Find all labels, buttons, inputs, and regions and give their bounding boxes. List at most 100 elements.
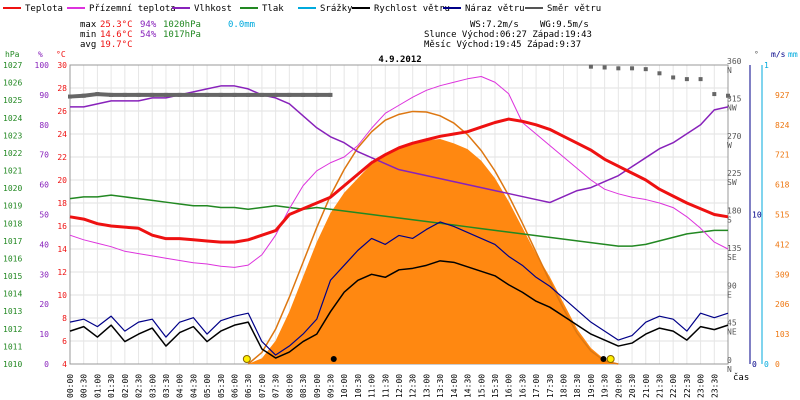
tick-direction-compass: S bbox=[727, 216, 732, 225]
x-tick-label: 14:30 bbox=[464, 374, 473, 398]
wind-direction-point bbox=[328, 92, 333, 97]
axis-unit-wind: m/s bbox=[771, 50, 786, 59]
x-tick-label: 20:00 bbox=[614, 374, 623, 398]
tick-direction-compass: SW bbox=[727, 178, 737, 187]
tick-humidity: 0 bbox=[44, 360, 49, 369]
x-tick-label: 06:30 bbox=[244, 374, 253, 398]
x-tick-label: 21:00 bbox=[642, 374, 651, 398]
x-tick-label: 09:30 bbox=[326, 374, 335, 398]
wind-direction-point bbox=[684, 77, 689, 82]
tick-solar: 721 bbox=[775, 151, 790, 160]
tick-solar: 309 bbox=[775, 270, 790, 279]
tick-direction: 315 bbox=[727, 94, 742, 103]
x-tick-label: 19:30 bbox=[601, 374, 610, 398]
tick-pressure: 1024 bbox=[3, 114, 22, 123]
stat-min-hum: 54% bbox=[140, 30, 157, 40]
legend-item: Teplota bbox=[25, 4, 63, 14]
tick-direction: 135 bbox=[727, 244, 742, 253]
tick-pressure: 1023 bbox=[3, 131, 22, 140]
legend-item: Srážky bbox=[320, 4, 353, 14]
x-tick-label: 02:30 bbox=[135, 374, 144, 398]
legend-item: Tlak bbox=[262, 4, 284, 14]
sunrise-marker bbox=[242, 355, 251, 363]
x-tick-label: 06:00 bbox=[231, 374, 240, 398]
stat-min-label: min bbox=[80, 30, 96, 40]
legend-item: Směr větru bbox=[547, 4, 601, 14]
stat-wg: WG:9.5m/s bbox=[540, 20, 589, 30]
tick-temperature: 20 bbox=[57, 176, 67, 185]
tick-direction: 45 bbox=[727, 319, 737, 328]
tick-rain: 1 bbox=[764, 61, 769, 70]
stat-max-temp: 25.3°C bbox=[100, 20, 133, 30]
wind-direction-segment bbox=[97, 92, 112, 97]
x-tick-label: 15:30 bbox=[491, 374, 500, 398]
tick-humidity: 30 bbox=[39, 270, 49, 279]
tick-temperature: 18 bbox=[57, 199, 67, 208]
wind-direction-point bbox=[643, 67, 648, 72]
tick-direction: 360 bbox=[727, 57, 742, 66]
moonset-marker bbox=[330, 356, 337, 362]
stats-block: max 25.3°C 94% 1020hPa 0.0mm min 14.6°C … bbox=[80, 20, 592, 50]
wind-direction-point bbox=[630, 66, 635, 71]
tick-pressure: 1014 bbox=[3, 290, 22, 299]
x-tick-label: 23:00 bbox=[697, 374, 706, 398]
x-tick-label: 14:00 bbox=[450, 374, 459, 398]
x-tick-label: 20:30 bbox=[628, 374, 637, 398]
tick-pressure: 1013 bbox=[3, 307, 22, 316]
stat-min-temp: 14.6°C bbox=[100, 30, 133, 40]
x-tick-label: 01:00 bbox=[93, 374, 102, 398]
axis-unit-direction: ° bbox=[754, 50, 759, 59]
x-tick-label: 21:30 bbox=[655, 374, 664, 398]
x-tick-label: 16:30 bbox=[518, 374, 527, 398]
x-tick-label: 09:00 bbox=[313, 374, 322, 398]
x-tick-label: 02:00 bbox=[121, 374, 130, 398]
legend-item: Náraz větru bbox=[465, 4, 525, 14]
wind-direction-point bbox=[616, 66, 621, 71]
wind-direction-point bbox=[698, 77, 703, 82]
stat-avg-label: avg bbox=[80, 40, 96, 50]
tick-direction: 270 bbox=[727, 132, 742, 141]
series-line bbox=[69, 194, 728, 247]
axis-unit-humidity: % bbox=[38, 50, 43, 59]
x-tick-label: 18:30 bbox=[573, 374, 582, 398]
tick-rain: 0 bbox=[764, 360, 769, 369]
series-line bbox=[69, 117, 729, 244]
chart-title: 4.9.2012 bbox=[378, 55, 421, 65]
tick-temperature: 16 bbox=[57, 222, 67, 231]
tick-humidity: 60 bbox=[39, 181, 49, 190]
tick-humidity: 70 bbox=[39, 151, 49, 160]
x-tick-label: 16:00 bbox=[505, 374, 514, 398]
x-tick-label: 05:00 bbox=[203, 374, 212, 398]
tick-humidity: 20 bbox=[39, 300, 49, 309]
sunset-marker bbox=[606, 355, 615, 363]
tick-pressure: 1021 bbox=[3, 167, 22, 176]
x-tick-label: 07:00 bbox=[258, 374, 267, 398]
tick-direction-compass: N bbox=[727, 66, 732, 75]
tick-direction-compass: W bbox=[727, 141, 732, 150]
moonrise-marker bbox=[600, 356, 607, 362]
tick-humidity: 40 bbox=[39, 240, 49, 249]
tick-pressure: 1011 bbox=[3, 342, 22, 351]
tick-pressure: 1022 bbox=[3, 149, 22, 158]
tick-temperature: 6 bbox=[62, 337, 67, 346]
stat-ws: WS:7.2m/s bbox=[470, 20, 519, 30]
tick-wind: 10 bbox=[752, 211, 762, 220]
tick-pressure: 1019 bbox=[3, 202, 22, 211]
x-tick-label: 10:00 bbox=[340, 374, 349, 398]
tick-humidity: 100 bbox=[35, 61, 50, 70]
tick-solar: 103 bbox=[775, 330, 790, 339]
tick-pressure: 1018 bbox=[3, 219, 22, 228]
tick-humidity: 50 bbox=[39, 211, 49, 220]
stat-min-press: 1017hPa bbox=[163, 30, 201, 40]
axis-unit-rain: mm bbox=[788, 50, 798, 59]
x-axis-label: čas bbox=[733, 372, 749, 383]
tick-direction: 225 bbox=[727, 169, 742, 178]
tick-humidity: 10 bbox=[39, 330, 49, 339]
tick-direction: 0 bbox=[727, 356, 732, 365]
x-tick-label: 01:30 bbox=[107, 374, 116, 398]
x-tick-label: 18:00 bbox=[560, 374, 569, 398]
wind-direction-point bbox=[602, 65, 607, 70]
tick-direction-compass: N bbox=[727, 365, 732, 374]
stat-max-press: 1020hPa bbox=[163, 20, 201, 30]
